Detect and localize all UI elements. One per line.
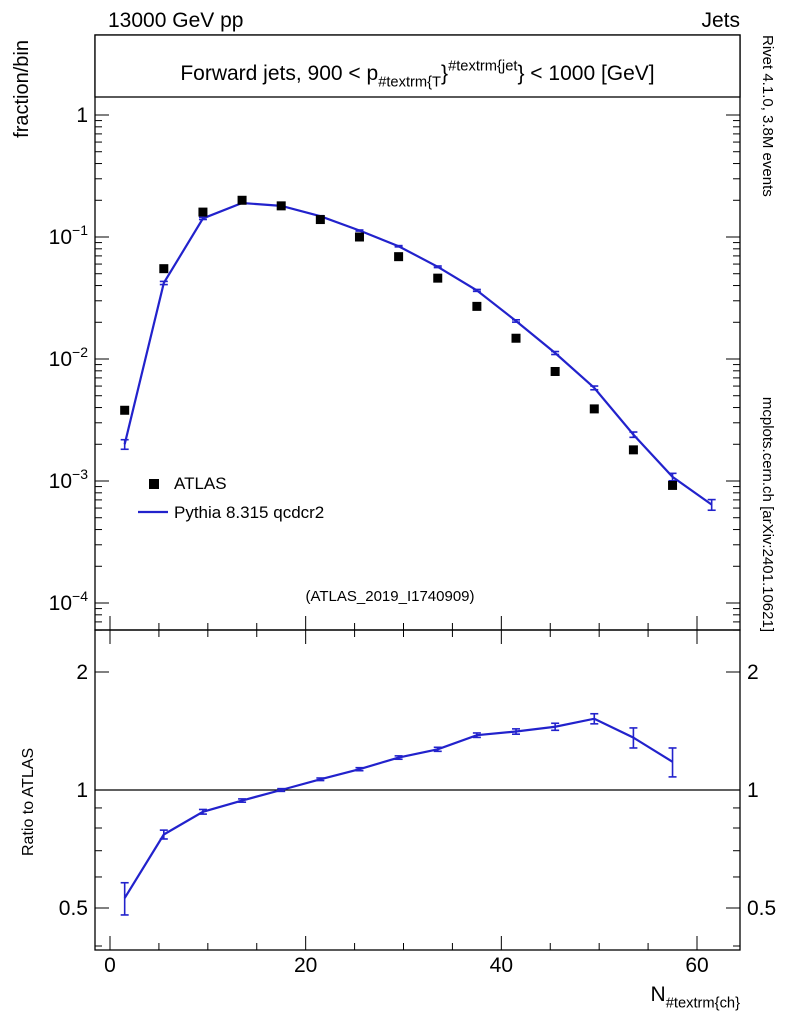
x-tick-label: 20 [294,954,317,977]
atlas-data-marker [394,252,404,262]
atlas-data-marker [668,480,678,490]
main-y-tick-label: 10−3 [49,466,89,493]
atlas-data-marker [628,445,638,455]
ratio-y-tick-label: 0.5 [59,897,88,920]
atlas-data-marker [120,405,130,415]
atlas-data-marker [276,201,286,211]
main-y-axis-title: fraction/bin [11,40,33,138]
atlas-data-marker [354,232,364,242]
x-tick-label: 0 [104,954,116,977]
atlas-data-marker [198,207,208,217]
atlas-data-marker [550,366,560,376]
x-tick-label: 40 [490,954,513,977]
analysis-watermark: (ATLAS_2019_I1740909) [305,588,474,605]
atlas-data-marker [472,301,482,311]
ratio-y-axis-title: Ratio to ATLAS [20,748,37,856]
ratio-y-tick-label: 0.5 [747,897,776,920]
legend-label-atlas: ATLAS [174,474,227,493]
ratio-y-tick-label: 1 [747,779,759,802]
main-y-tick-label: 10−1 [49,222,89,249]
atlas-data-marker [237,195,247,205]
ratio-y-tick-label: 2 [747,661,759,684]
mc-prediction-line [123,201,713,506]
legend-marker-atlas-square [149,479,159,489]
x-axis-title: N#textrm{ch} [651,983,741,1011]
legend-label-pythia: Pythia 8.315 qcdcr2 [174,503,324,522]
ratio-y-tick-label: 1 [76,779,88,802]
rivet-version-note: Rivet 4.1.0, 3.8M events [759,35,776,197]
x-tick-label: 60 [685,954,708,977]
plot-title: Forward jets, 900 < p#textrm{T}#textrm{j… [180,59,654,91]
main-y-tick-label: 10−4 [49,588,89,615]
atlas-data-marker [589,404,599,414]
main-y-tick-label: 10−2 [49,344,89,371]
atlas-data-marker [159,264,169,274]
mcplots-arxiv-note: mcplots.cern.ch [arXiv:2401.10621] [759,397,776,632]
header-analysis-group: Jets [701,9,740,32]
ratio-line [123,717,674,899]
main-y-tick-label: 1 [76,104,88,127]
atlas-data-marker [511,333,521,343]
atlas-data-marker [315,215,325,225]
chart-layer: 1 10−1 10−2 10−3 10−4 0 20 40 60 0.5 0.5 1 1 2 2 Forwar… [49,34,776,1011]
main-panel-frame [94,34,741,631]
ratio-y-tick-label: 2 [76,661,88,684]
atlas-data-marker [433,273,443,283]
plot-title-box [94,34,741,98]
header-beam-energy: 13000 GeV pp [108,9,243,32]
